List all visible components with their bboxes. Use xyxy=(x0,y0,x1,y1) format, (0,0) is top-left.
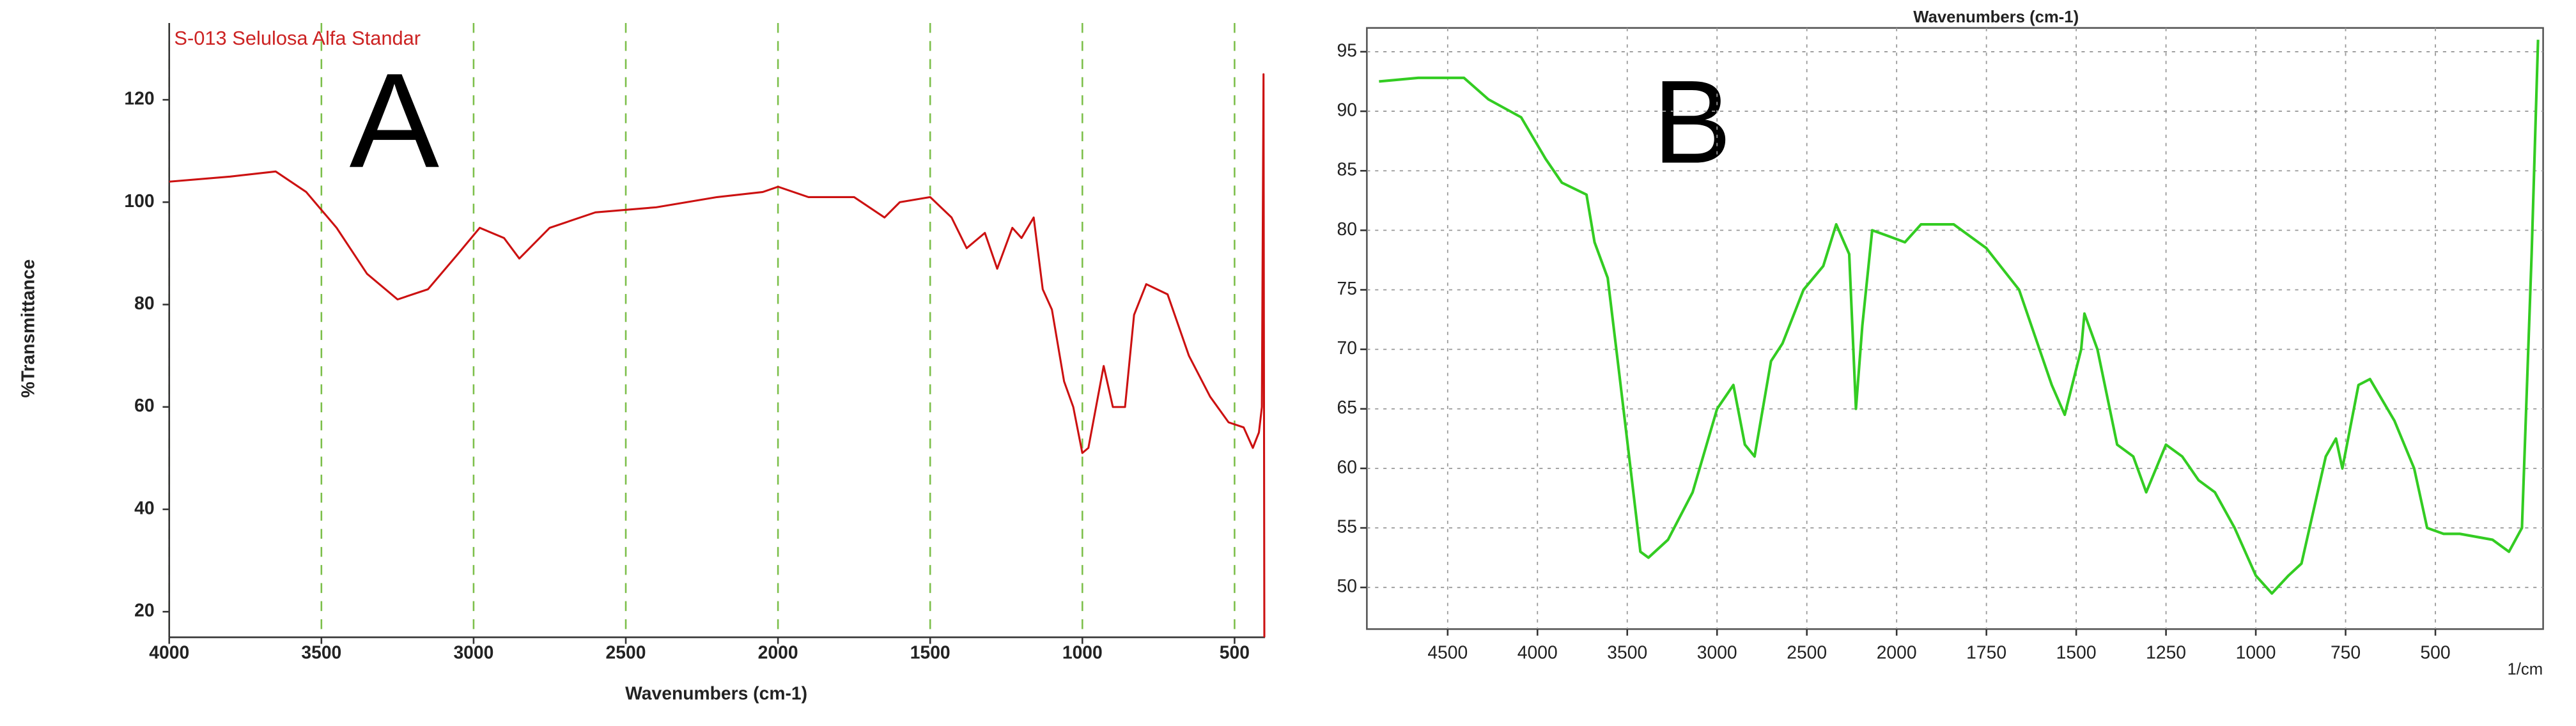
x-tick-label: 3500 xyxy=(301,642,341,662)
x-tick-label: 1000 xyxy=(2236,642,2276,662)
y-tick-label: 75 xyxy=(1337,278,1356,298)
x-tick-label: 2500 xyxy=(1787,642,1827,662)
y-tick-label: 100 xyxy=(124,190,154,211)
x-tick-label: 500 xyxy=(2420,642,2450,662)
x-tick-label: 1000 xyxy=(1062,642,1103,662)
x-tick-label: 1750 xyxy=(1966,642,2006,662)
x-tick-label: 1500 xyxy=(910,642,950,662)
plot-frame xyxy=(1366,27,2544,630)
chart-title: Wavenumbers (cm-1) xyxy=(1913,8,2079,26)
chart-title: S-013 Selulosa Alfa Standar xyxy=(174,27,421,49)
y-tick-label: 85 xyxy=(1337,159,1356,180)
y-tick-label: 65 xyxy=(1337,397,1356,417)
x-tick-label: 500 xyxy=(1220,642,1250,662)
y-tick-label: 120 xyxy=(124,88,154,109)
x-tick-label: 750 xyxy=(2331,642,2361,662)
plot-frame xyxy=(169,23,1265,637)
x-tick-label: 4500 xyxy=(1427,642,1468,662)
y-tick-label: 55 xyxy=(1337,516,1356,537)
x-tick-label: 2000 xyxy=(1877,642,1917,662)
panel-letter: A xyxy=(350,45,440,196)
y-tick-label: 70 xyxy=(1337,337,1356,358)
y-tick-label: 20 xyxy=(134,600,154,621)
y-tick-label: 80 xyxy=(1337,219,1356,239)
y-tick-label: 60 xyxy=(1337,456,1356,477)
x-axis-label: Wavenumbers (cm-1) xyxy=(625,683,807,704)
y-tick-label: 80 xyxy=(134,293,154,313)
y-axis-label: %Transmittance xyxy=(18,259,38,398)
y-tick-label: 90 xyxy=(1337,100,1356,120)
y-tick-label: 40 xyxy=(134,497,154,518)
x-tick-label: 1250 xyxy=(2146,642,2186,662)
x-tick-label: 1500 xyxy=(2056,642,2097,662)
x-tick-label: 2000 xyxy=(758,642,798,662)
x-tick-label: 4000 xyxy=(149,642,189,662)
spectrum-line xyxy=(169,73,1266,638)
spectrum-line xyxy=(1379,40,2540,595)
y-tick-label: 95 xyxy=(1337,40,1356,60)
x-tick-label: 2500 xyxy=(606,642,646,662)
y-tick-label: 50 xyxy=(1337,576,1356,596)
x-tick-label: 3500 xyxy=(1607,642,1647,662)
y-tick-label: 60 xyxy=(134,395,154,415)
x-tick-label: 4000 xyxy=(1517,642,1558,662)
x-tick-label: 3000 xyxy=(1697,642,1737,662)
x-tick-label: 3000 xyxy=(453,642,493,662)
x-unit-label: 1/cm xyxy=(2507,660,2543,678)
panel-letter: B xyxy=(1653,56,1732,188)
